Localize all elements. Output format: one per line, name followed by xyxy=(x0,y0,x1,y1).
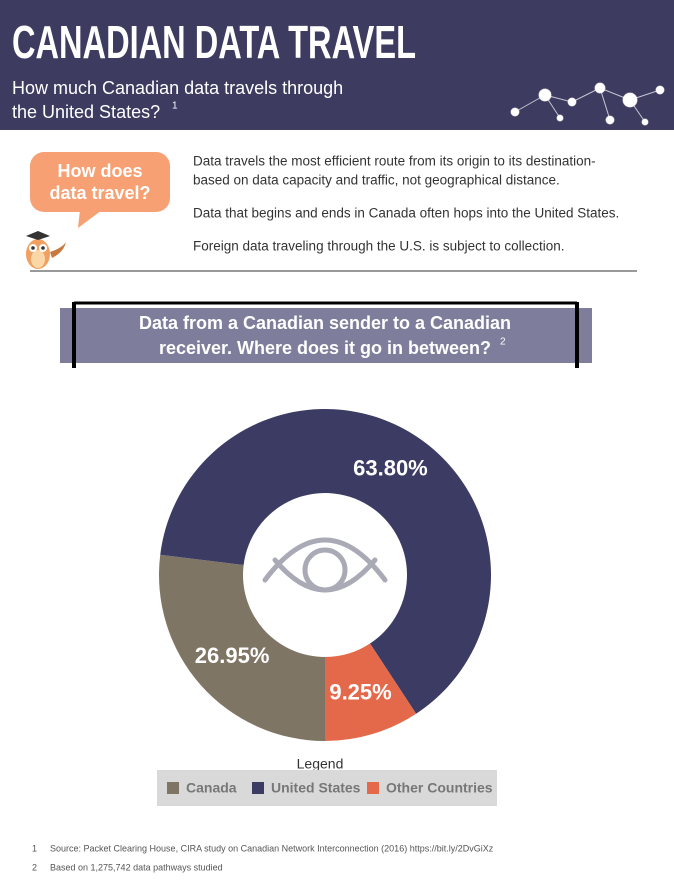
donut-segment xyxy=(160,408,491,714)
bubble-text: How does xyxy=(57,161,142,181)
page-title: CANADIAN DATA TRAVEL xyxy=(12,16,416,68)
chart-banner xyxy=(60,308,592,363)
subtitle: the United States? xyxy=(12,102,160,122)
footnote-ref: 2 xyxy=(500,337,506,348)
legend-label: Other Countries xyxy=(386,780,493,796)
intro-text: Data travels the most efficient route fr… xyxy=(193,154,619,254)
footnote-text: Based on 1,275,742 data pathways studied xyxy=(50,862,223,872)
legend-swatch xyxy=(252,782,264,794)
legend: Canada United States Other Countries xyxy=(167,780,493,796)
speech-bubble-tail xyxy=(78,210,102,228)
value-label: 9.25% xyxy=(329,680,391,705)
subtitle: How much Canadian data travels through xyxy=(12,78,343,98)
bubble-text: data travel? xyxy=(49,183,150,203)
owl-icon xyxy=(26,231,66,269)
donut-segment xyxy=(158,554,325,741)
legend-swatch xyxy=(367,782,379,794)
eye-icon xyxy=(262,537,388,593)
legend-label: United States xyxy=(271,780,361,796)
paragraph-line: Data that begins and ends in Canada ofte… xyxy=(193,206,619,221)
footnote-number: 1 xyxy=(32,843,37,853)
value-label: 26.95% xyxy=(195,643,270,668)
speech-bubble xyxy=(30,152,170,212)
donut-chart: 26.95% 63.80% 9.25% xyxy=(158,408,491,741)
legend-box xyxy=(157,770,497,806)
legend-label: Canada xyxy=(186,780,237,796)
legend-title: Legend xyxy=(297,756,344,772)
chart-title: Data from a Canadian sender to a Canadia… xyxy=(139,313,511,333)
paragraph-line: Foreign data traveling through the U.S. … xyxy=(193,239,564,254)
footnotes: 1 Source: Packet Clearing House, CIRA stu… xyxy=(32,843,494,872)
header-band xyxy=(0,0,674,130)
donut-segment xyxy=(325,643,417,741)
footnote-ref: 1 xyxy=(172,101,178,112)
legend-swatch xyxy=(167,782,179,794)
paragraph-line: Data travels the most efficient route fr… xyxy=(193,154,596,169)
footnote-text: Source: Packet Clearing House, CIRA stud… xyxy=(50,843,494,853)
value-label: 63.80% xyxy=(353,455,428,480)
chart-title: receiver. Where does it go in between? xyxy=(159,338,491,358)
footnote-number: 2 xyxy=(32,862,37,872)
paragraph-line: based on data capacity and traffic, not … xyxy=(193,173,560,188)
network-decoration xyxy=(510,82,665,126)
